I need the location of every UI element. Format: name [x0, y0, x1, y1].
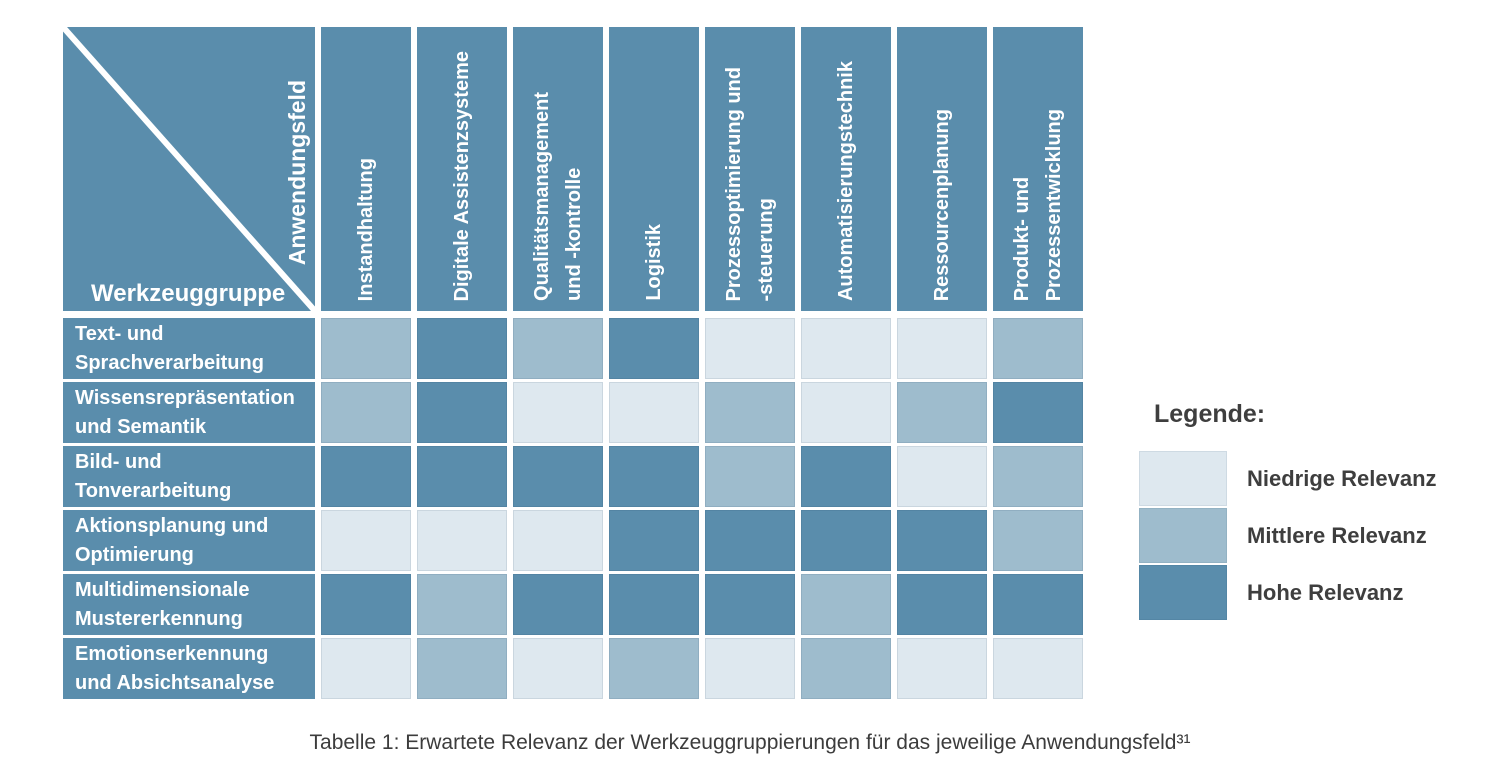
matrix-cell-r1c6	[801, 318, 891, 379]
matrix-corner-cell: Anwendungsfeld Werkzeuggruppe	[63, 27, 315, 311]
matrix-cell-r1c2	[417, 318, 507, 379]
column-axis-label: Anwendungsfeld	[284, 79, 310, 265]
matrix-cell-r6c5	[705, 638, 795, 699]
matrix-cell-r3c4	[609, 446, 699, 507]
matrix-cell-r2c1	[321, 382, 411, 443]
column-header-label: Qualitätsmanagement und -kontrolle	[531, 92, 585, 301]
column-header-8: Produkt- und Prozessentwicklung	[993, 27, 1083, 311]
column-header-3: Qualitätsmanagement und -kontrolle	[513, 27, 603, 311]
matrix-cell-r6c4	[609, 638, 699, 699]
matrix-cell-r5c8	[993, 574, 1083, 635]
legend-items: Niedrige Relevanz Mittlere Relevanz Hohe R…	[1138, 450, 1437, 621]
matrix-cell-r1c7	[897, 318, 987, 379]
matrix-cell-r3c3	[513, 446, 603, 507]
matrix-cell-r2c3	[513, 382, 603, 443]
row-axis-label: Werkzeuggruppe	[91, 280, 286, 307]
column-header-label: Instandhaltung	[355, 157, 377, 301]
matrix-cell-r3c7	[897, 446, 987, 507]
matrix-cell-r4c2	[417, 510, 507, 571]
matrix-cell-r2c2	[417, 382, 507, 443]
column-header-5: Prozessoptimierung und -steuerung	[705, 27, 795, 311]
row-label-1: Text- und Sprachverarbeitung	[63, 318, 315, 379]
legend-item-medium: Mittlere Relevanz	[1138, 507, 1437, 564]
column-header-label: Ressourcenplanung	[931, 108, 953, 301]
matrix-body: Text- und Sprachverarbeitung Wissensreprä…	[63, 318, 1083, 699]
matrix-cell-r2c6	[801, 382, 891, 443]
matrix-cell-r4c8	[993, 510, 1083, 571]
matrix-cell-r4c7	[897, 510, 987, 571]
column-header-label: Digitale Assistenzsysteme	[451, 50, 473, 301]
column-header-2: Digitale Assistenzsysteme	[417, 27, 507, 311]
matrix-cell-r6c3	[513, 638, 603, 699]
matrix-cell-r1c4	[609, 318, 699, 379]
column-header-1: Instandhaltung	[321, 27, 411, 311]
column-header-label: Produkt- und Prozessentwicklung	[1011, 108, 1065, 301]
row-label-2: Wissensrepräsentation und Semantik	[63, 382, 315, 443]
row-label-3: Bild- und Tonverarbeitung	[63, 446, 315, 507]
matrix-cell-r1c5	[705, 318, 795, 379]
column-header-label: Prozessoptimierung und -steuerung	[723, 66, 777, 301]
column-header-label: Logistik	[643, 224, 665, 301]
legend: Legende: Niedrige Relevanz Mittlere Relev…	[1138, 400, 1437, 621]
matrix-cell-r2c7	[897, 382, 987, 443]
matrix-cell-r4c3	[513, 510, 603, 571]
matrix-cell-r4c6	[801, 510, 891, 571]
column-header-6: Automatisierungstechnik	[801, 27, 891, 311]
matrix-cell-r1c8	[993, 318, 1083, 379]
matrix-cell-r6c8	[993, 638, 1083, 699]
matrix-cell-r2c8	[993, 382, 1083, 443]
table-caption: Tabelle 1: Erwartete Relevanz der Werkze…	[309, 731, 1191, 754]
matrix-header-row: Anwendungsfeld Werkzeuggruppe Instandhal…	[63, 27, 1083, 311]
legend-label: Hohe Relevanz	[1247, 579, 1404, 605]
matrix-cell-r4c5	[705, 510, 795, 571]
matrix-cell-r5c2	[417, 574, 507, 635]
row-label-4: Aktionsplanung und Optimierung	[63, 510, 315, 571]
matrix-cell-r2c4	[609, 382, 699, 443]
matrix-cell-r6c7	[897, 638, 987, 699]
matrix-cell-r3c8	[993, 446, 1083, 507]
matrix-cell-r3c2	[417, 446, 507, 507]
legend-swatch-medium	[1138, 507, 1228, 564]
legend-label: Mittlere Relevanz	[1247, 522, 1427, 548]
matrix-cell-r6c2	[417, 638, 507, 699]
matrix-cell-r3c5	[705, 446, 795, 507]
matrix-cell-r4c1	[321, 510, 411, 571]
column-header-7: Ressourcenplanung	[897, 27, 987, 311]
matrix-cell-r3c6	[801, 446, 891, 507]
legend-swatch-high	[1138, 564, 1228, 621]
column-header-4: Logistik	[609, 27, 699, 311]
matrix-cell-r5c5	[705, 574, 795, 635]
matrix-cell-r2c5	[705, 382, 795, 443]
matrix-cell-r6c6	[801, 638, 891, 699]
legend-item-low: Niedrige Relevanz	[1138, 450, 1437, 507]
legend-title: Legende:	[1154, 400, 1266, 428]
relevance-matrix: Anwendungsfeld Werkzeuggruppe Instandhal…	[63, 27, 1083, 699]
legend-item-high: Hohe Relevanz	[1138, 564, 1437, 621]
matrix-cell-r5c3	[513, 574, 603, 635]
matrix-cell-r4c4	[609, 510, 699, 571]
diagonal-divider	[63, 27, 315, 311]
matrix-cell-r3c1	[321, 446, 411, 507]
matrix-cell-r5c6	[801, 574, 891, 635]
row-label-5: Multidimensionale Mustererkennung	[63, 574, 315, 635]
matrix-cell-r5c7	[897, 574, 987, 635]
matrix-cell-r1c3	[513, 318, 603, 379]
matrix-cell-r5c1	[321, 574, 411, 635]
legend-swatch-low	[1138, 450, 1228, 507]
matrix-cell-r6c1	[321, 638, 411, 699]
legend-label: Niedrige Relevanz	[1247, 465, 1437, 491]
matrix-cell-r5c4	[609, 574, 699, 635]
row-label-6: Emotionserkennung und Absichtsanalyse	[63, 638, 315, 699]
matrix-cell-r1c1	[321, 318, 411, 379]
column-header-label: Automatisierungstechnik	[835, 60, 857, 301]
